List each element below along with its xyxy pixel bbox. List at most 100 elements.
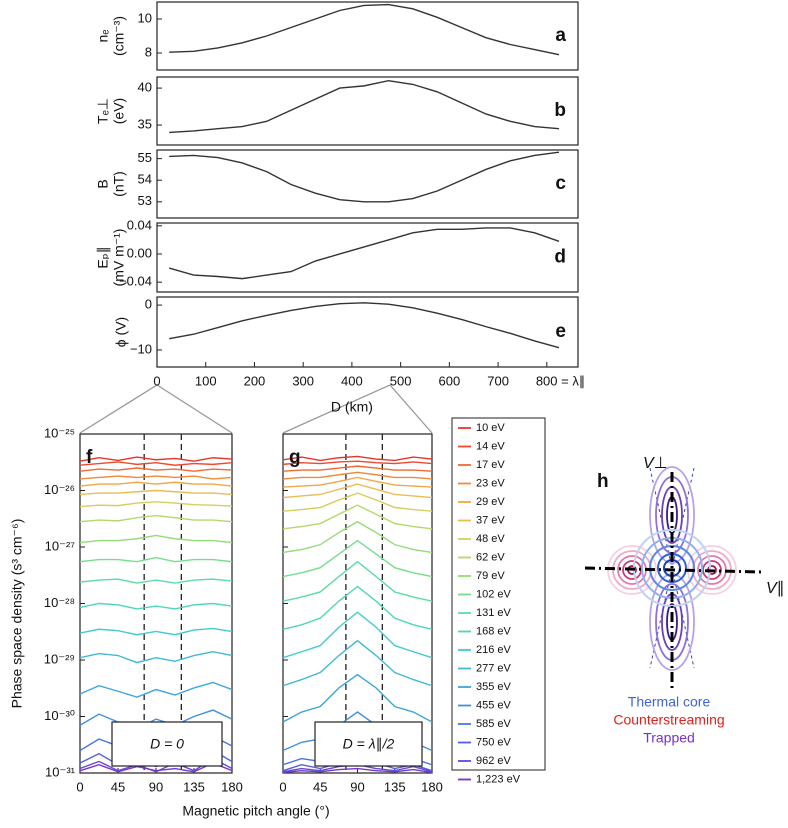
y-axis-label: (mV m⁻¹) — [111, 229, 127, 287]
series-line — [79, 467, 233, 472]
contour — [702, 560, 722, 580]
series-line — [282, 611, 433, 659]
series-line — [282, 767, 433, 774]
y-tick-label: 8 — [145, 44, 152, 59]
x-tick-label: 100 — [195, 373, 217, 388]
panel-label: h — [597, 471, 609, 492]
legend-label: 29 eV — [476, 496, 505, 508]
y-tick-label: 53 — [138, 193, 152, 208]
series-line — [282, 471, 433, 480]
v-par-axis — [584, 566, 763, 574]
x-tick-label: 300 — [292, 373, 314, 388]
y-axis-label: ϕ (V) — [113, 317, 129, 347]
y-tick-label: 10⁻³⁰ — [44, 708, 75, 723]
x-tick-label: 200 — [244, 373, 266, 388]
x-tick-label: 600 — [439, 373, 461, 388]
series-line — [168, 227, 560, 280]
axis-label: V∥ — [766, 580, 785, 597]
series-line — [169, 302, 560, 349]
x-tick-label: 90 — [149, 779, 163, 794]
series-line — [282, 504, 433, 530]
x-tick-label: 135 — [183, 779, 205, 794]
x-tick-label: 180 — [421, 779, 443, 794]
series-line — [282, 673, 433, 723]
y-axis-label: (eV) — [111, 98, 127, 124]
x-tick-label: 400 — [341, 373, 363, 388]
legend-label: 79 eV — [476, 570, 505, 582]
x-tick-label: 700 — [487, 373, 509, 388]
series-line — [79, 514, 233, 523]
plot-frame — [156, 149, 579, 219]
x-tick-label: 0 — [279, 779, 286, 794]
panel-label: d — [554, 247, 566, 268]
legend-label: 750 eV — [476, 736, 512, 748]
y-tick-label: 10⁻²⁹ — [44, 651, 75, 666]
diagram-legend: Thermal core — [628, 694, 711, 710]
legend-label: 216 eV — [476, 644, 512, 656]
y-tick-label: 54 — [138, 172, 152, 187]
annotation-box — [111, 721, 223, 767]
plot-frame — [156, 1, 579, 71]
series-line — [79, 578, 233, 584]
y-tick-label: −10 — [130, 341, 152, 356]
y-tick-label: 35 — [138, 116, 152, 131]
x-tick-label: 135 — [384, 779, 406, 794]
diagram-h — [584, 466, 763, 690]
legend-label: 48 eV — [476, 533, 505, 545]
y-tick-label: 10⁻³¹ — [45, 764, 76, 779]
legend-label: 585 eV — [476, 718, 512, 730]
series-line — [282, 465, 433, 472]
legend-label: 1,223 eV — [476, 773, 521, 785]
y-axis-label: Phase space density (s³ cm⁻⁶) — [9, 519, 25, 709]
panel-label: g — [289, 447, 301, 468]
series-line — [79, 556, 233, 563]
series-line — [79, 481, 233, 487]
x-tick-label: 180 — [221, 779, 243, 794]
legend-label: 14 eV — [476, 440, 505, 452]
panel-label: c — [555, 173, 566, 194]
series-line — [79, 534, 233, 544]
x-tick-label: 45 — [111, 779, 125, 794]
axis-label: V⊥ — [643, 455, 668, 472]
y-tick-label: 10⁻²⁸ — [44, 595, 75, 610]
legend-label: 131 eV — [476, 607, 512, 619]
legend-label: 17 eV — [476, 459, 505, 471]
series-line — [79, 627, 233, 636]
panel-label: a — [555, 25, 566, 46]
annotation: D = 0 — [150, 736, 184, 752]
y-tick-label: 40 — [138, 80, 152, 95]
x-tick-label: 0 — [153, 373, 160, 388]
y-tick-label: 10⁻²⁶ — [44, 482, 75, 497]
series-line — [282, 455, 433, 462]
series-line — [282, 476, 433, 488]
series-line — [79, 709, 233, 730]
legend-label: 355 eV — [476, 681, 512, 693]
plot-frame — [156, 222, 579, 293]
panel-label: e — [555, 321, 566, 342]
legend-label: 168 eV — [476, 625, 512, 637]
legend-label: 455 eV — [476, 699, 512, 711]
legend-label: 277 eV — [476, 662, 512, 674]
y-axis-label: Eₚ∥ — [95, 246, 111, 268]
series-line — [79, 461, 233, 466]
panel-label: b — [554, 100, 566, 121]
y-tick-label: 10⁻²⁷ — [45, 538, 76, 553]
series-line — [282, 460, 433, 466]
y-axis-label: nₑ — [95, 30, 111, 43]
series-line — [169, 79, 560, 134]
annotation: D = λ∥/2 — [343, 736, 395, 752]
diagram-legend: Trapped — [643, 730, 695, 746]
y-axis-label: Tₑ⊥ — [95, 98, 111, 124]
diagram-legend: Counterstreaming — [613, 712, 724, 728]
y-axis-label: (cm⁻³) — [111, 16, 127, 56]
series-line — [79, 602, 233, 610]
series-line — [282, 492, 433, 512]
y-tick-label: 10⁻²⁵ — [44, 425, 75, 440]
y-tick-label: −0.04 — [119, 274, 152, 289]
y-tick-label: 0.00 — [127, 245, 152, 260]
x-axis-label: Magnetic pitch angle (°) — [182, 803, 329, 819]
legend-label: 102 eV — [476, 588, 512, 600]
series-line — [79, 501, 233, 508]
x-tick-label: 0 — [76, 779, 83, 794]
legend-label: 962 eV — [476, 755, 512, 767]
